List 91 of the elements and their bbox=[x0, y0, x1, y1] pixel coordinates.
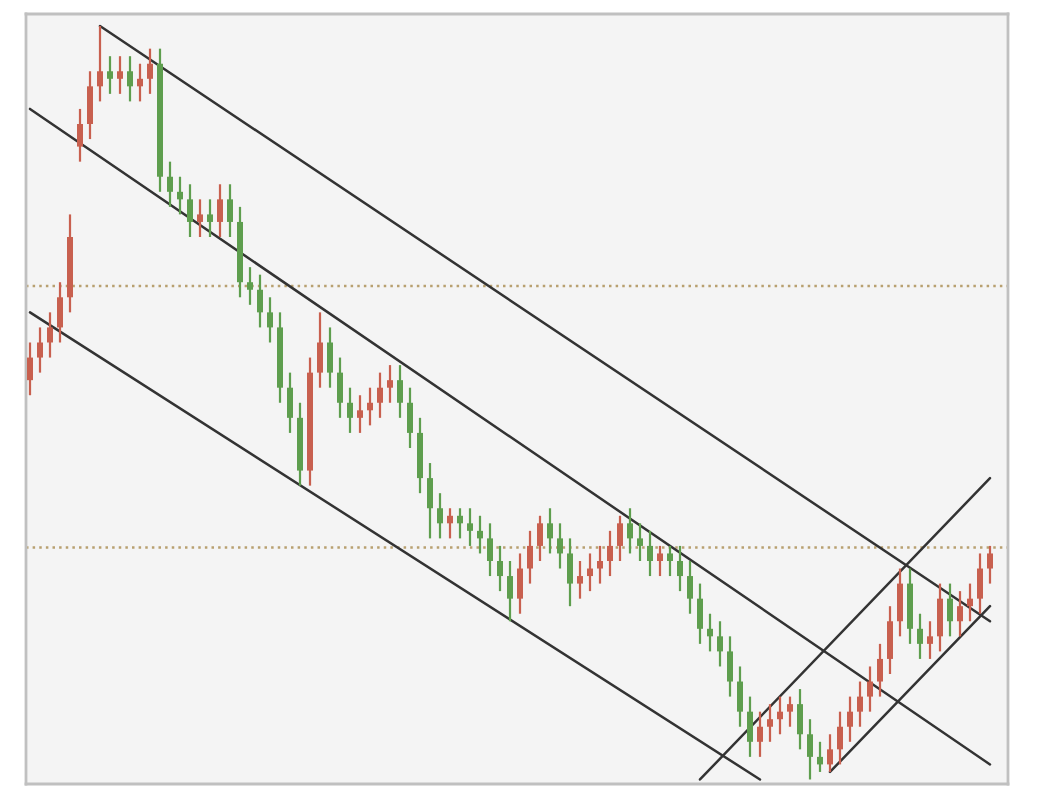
candlestick bbox=[107, 55, 113, 95]
candlestick bbox=[917, 612, 923, 661]
candlestick bbox=[97, 24, 103, 103]
candlestick bbox=[507, 559, 513, 623]
candlestick bbox=[407, 386, 413, 450]
candlestick bbox=[477, 514, 483, 555]
candlestick bbox=[927, 620, 933, 661]
candlestick bbox=[547, 507, 553, 555]
candlestick bbox=[977, 552, 983, 615]
candlestick bbox=[577, 559, 583, 600]
candlestick bbox=[127, 55, 133, 103]
candlestick bbox=[567, 537, 573, 608]
candlestick bbox=[747, 695, 753, 758]
candlestick bbox=[447, 507, 453, 540]
candlestick bbox=[117, 55, 123, 95]
candlestick bbox=[907, 567, 913, 645]
candlestick bbox=[867, 665, 873, 713]
candlestick bbox=[87, 70, 93, 141]
candlestick bbox=[987, 544, 993, 585]
candlestick bbox=[397, 363, 403, 419]
candlestick bbox=[647, 529, 653, 578]
candlestick bbox=[177, 175, 183, 216]
candlestick bbox=[247, 266, 253, 306]
candlestick bbox=[147, 47, 153, 95]
candlestick bbox=[427, 461, 433, 540]
candlestick bbox=[827, 733, 833, 774]
candlestick bbox=[817, 740, 823, 774]
candlestick bbox=[347, 386, 353, 435]
candlestick bbox=[627, 507, 633, 555]
candlestick bbox=[847, 695, 853, 743]
candlestick bbox=[227, 183, 233, 239]
candlestick bbox=[377, 371, 383, 419]
candlestick bbox=[257, 273, 263, 329]
candlestick bbox=[527, 529, 533, 585]
candlestick bbox=[737, 665, 743, 728]
candlestick bbox=[947, 582, 953, 638]
candlestick bbox=[287, 371, 293, 435]
candlestick bbox=[697, 582, 703, 645]
candlestick bbox=[337, 356, 343, 419]
candlestick bbox=[637, 522, 643, 563]
candlestick bbox=[167, 160, 173, 208]
candlestick bbox=[357, 394, 363, 435]
candlestick bbox=[667, 544, 673, 578]
candlestick bbox=[797, 687, 803, 751]
candlestick bbox=[597, 544, 603, 585]
candlestick bbox=[327, 326, 333, 389]
candlestick bbox=[657, 544, 663, 578]
candlestick bbox=[687, 559, 693, 615]
candlestick bbox=[537, 514, 543, 563]
candlestick bbox=[47, 311, 53, 359]
candlestick bbox=[267, 296, 273, 344]
candlestick bbox=[417, 416, 423, 495]
candlestick bbox=[217, 183, 223, 239]
candlestick bbox=[137, 62, 143, 103]
candlestick bbox=[887, 605, 893, 676]
candlestick bbox=[787, 695, 793, 728]
candlestick bbox=[487, 522, 493, 578]
candlestick bbox=[387, 363, 393, 404]
candlestick bbox=[187, 183, 193, 239]
candlestick bbox=[807, 718, 813, 781]
candlestick bbox=[37, 326, 43, 374]
candlestick bbox=[517, 552, 523, 615]
candlestick bbox=[677, 544, 683, 593]
candlestick bbox=[367, 386, 373, 427]
candlestick bbox=[27, 341, 33, 397]
candlestick bbox=[967, 582, 973, 623]
candlestick bbox=[877, 642, 883, 698]
candlestick bbox=[857, 680, 863, 728]
candlestick bbox=[57, 281, 63, 344]
candlestick bbox=[77, 107, 83, 163]
candlestick bbox=[757, 710, 763, 758]
candlestick bbox=[707, 612, 713, 653]
candlestick bbox=[617, 514, 623, 563]
candlestick bbox=[897, 567, 903, 638]
candlestick bbox=[437, 492, 443, 540]
candlestick bbox=[777, 695, 783, 736]
candlestick bbox=[957, 590, 963, 638]
candlestick bbox=[837, 710, 843, 766]
candlestick bbox=[727, 635, 733, 698]
candlestick bbox=[717, 620, 723, 668]
candlestick bbox=[587, 552, 593, 593]
candlestick bbox=[767, 703, 773, 743]
candlestick bbox=[457, 507, 463, 540]
candlestick bbox=[207, 198, 213, 239]
candlestick bbox=[467, 507, 473, 548]
candlestick bbox=[317, 311, 323, 389]
candlestick bbox=[937, 582, 943, 653]
candlestick bbox=[197, 198, 203, 239]
candlestick bbox=[497, 544, 503, 593]
candlestick bbox=[607, 529, 613, 578]
candlestick bbox=[557, 522, 563, 570]
